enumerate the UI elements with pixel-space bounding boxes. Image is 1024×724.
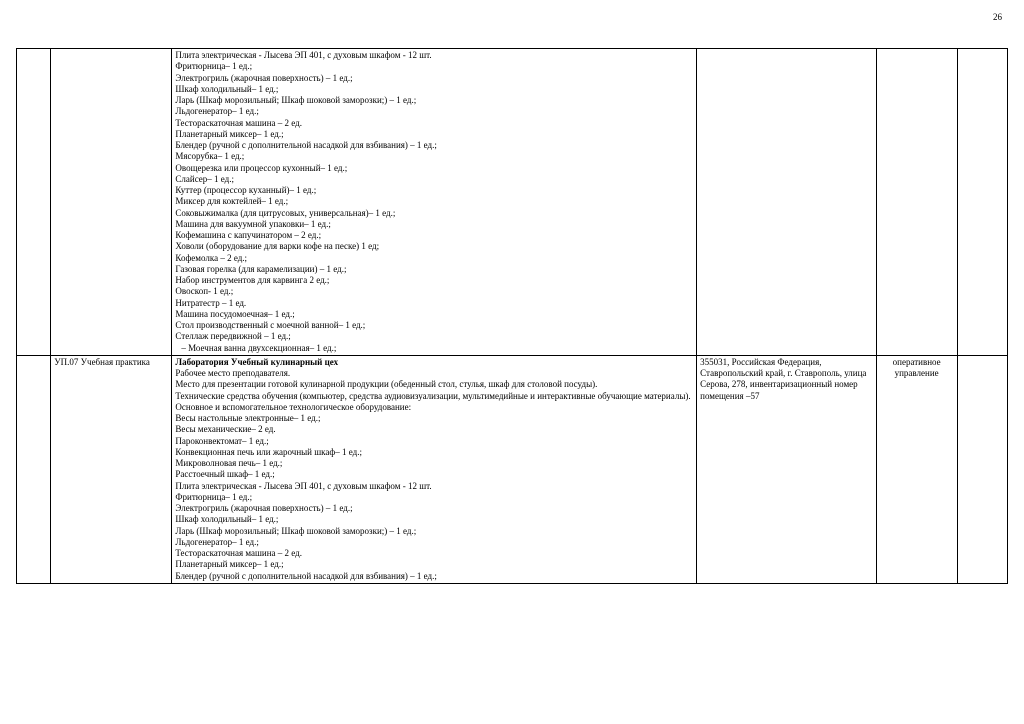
- equipment-line: Стеллаж передвижной – 1 ед.;: [175, 331, 693, 342]
- equipment-line: Слайсер– 1 ед.;: [175, 174, 693, 185]
- equipment-line: Плита электрическая - Лысева ЭП 401, с д…: [175, 50, 693, 61]
- cell-extra: [957, 49, 1008, 356]
- equipment-line: Технические средства обучения (компьютер…: [175, 391, 693, 402]
- equipment-line: Кофемолка – 2 ед.;: [175, 253, 693, 264]
- table-row: Плита электрическая - Лысева ЭП 401, с д…: [17, 49, 1008, 356]
- cell-discipline: УП.07 Учебная практика: [51, 355, 172, 583]
- equipment-line: Льдогенератор– 1 ед.;: [175, 537, 693, 548]
- equipment-line: Весы механические– 2 ед.: [175, 424, 693, 435]
- equipment-line: Рабочее место преподавателя.: [175, 368, 693, 379]
- equipment-line: Ларь (Шкаф морозильный; Шкаф шоковой зам…: [175, 95, 693, 106]
- equipment-line: Газовая горелка (для карамелизации) – 1 …: [175, 264, 693, 275]
- cell-address: [697, 49, 877, 356]
- equipment-line: Электрогриль (жарочная поверхность) – 1 …: [175, 503, 693, 514]
- equipment-line: Электрогриль (жарочная поверхность) – 1 …: [175, 73, 693, 84]
- equipment-line: Шкаф холодильный– 1 ед.;: [175, 514, 693, 525]
- equipment-table: Плита электрическая - Лысева ЭП 401, с д…: [16, 48, 1008, 584]
- page-number: 26: [993, 12, 1002, 23]
- equipment-line: Плита электрическая - Лысева ЭП 401, с д…: [175, 481, 693, 492]
- equipment-line: Конвекционная печь или жарочный шкаф– 1 …: [175, 447, 693, 458]
- equipment-line: Планетарный миксер– 1 ед.;: [175, 129, 693, 140]
- equipment-line: Стол производственный с моечной ванной– …: [175, 320, 693, 331]
- equipment-line: Расстоечный шкаф– 1 ед.;: [175, 469, 693, 480]
- document-page: 26 Плита электрическая - Лысева ЭП 401, …: [0, 0, 1024, 724]
- equipment-line: Кофемашина с капучинатором – 2 ед.;: [175, 230, 693, 241]
- cell-extra: [957, 355, 1008, 583]
- cell-index: [17, 49, 51, 356]
- cell-equipment: Плита электрическая - Лысева ЭП 401, с д…: [172, 49, 697, 356]
- equipment-line: Ларь (Шкаф морозильный; Шкаф шоковой зам…: [175, 526, 693, 537]
- equipment-line: Мясорубка– 1 ед.;: [175, 151, 693, 162]
- equipment-line: Льдогенератор– 1 ед.;: [175, 106, 693, 117]
- table-row: УП.07 Учебная практикаЛаборатория Учебны…: [17, 355, 1008, 583]
- equipment-line-dash: – Моечная ванна двухсекционная– 1 ед.;: [175, 343, 693, 354]
- equipment-line: Нитратестр – 1 ед.: [175, 298, 693, 309]
- equipment-line: Овощерезка или процессор кухонный– 1 ед.…: [175, 163, 693, 174]
- cell-equipment: Лаборатория Учебный кулинарный цехРабоче…: [172, 355, 697, 583]
- cell-management: [876, 49, 957, 356]
- cell-management: оперативное управление: [876, 355, 957, 583]
- equipment-line: Машина для вакуумной упаковки– 1 ед.;: [175, 219, 693, 230]
- equipment-line: Тестораскаточная машина – 2 ед.: [175, 118, 693, 129]
- equipment-line: Куттер (процессор куханный)– 1 ед.;: [175, 185, 693, 196]
- equipment-line: Шкаф холодильный– 1 ед.;: [175, 84, 693, 95]
- equipment-line: Весы настольные электронные– 1 ед.;: [175, 413, 693, 424]
- cell-address: 355031, Российская Федерация, Ставрополь…: [697, 355, 877, 583]
- lab-title: Лаборатория Учебный кулинарный цех: [175, 357, 693, 368]
- equipment-line: Планетарный миксер– 1 ед.;: [175, 559, 693, 570]
- equipment-line: Место для презентации готовой кулинарной…: [175, 379, 693, 390]
- cell-discipline: [51, 49, 172, 356]
- equipment-line: Фритюрница– 1 ед.;: [175, 61, 693, 72]
- equipment-line: Пароконвектомат– 1 ед.;: [175, 436, 693, 447]
- equipment-line: Фритюрница– 1 ед.;: [175, 492, 693, 503]
- equipment-line: Микроволновая печь– 1 ед.;: [175, 458, 693, 469]
- equipment-line: Блендер (ручной с дополнительной насадко…: [175, 140, 693, 151]
- equipment-line: Тестораскаточная машина – 2 ед.: [175, 548, 693, 559]
- equipment-line: Набор инструментов для карвинга 2 ед.;: [175, 275, 693, 286]
- cell-index: [17, 355, 51, 583]
- equipment-line: Основное и вспомогательное технологическ…: [175, 402, 693, 413]
- equipment-line: Ховоли (оборудование для варки кофе на п…: [175, 241, 693, 252]
- equipment-line: Машина посудомоечная– 1 ед.;: [175, 309, 693, 320]
- equipment-line: Блендер (ручной с дополнительной насадко…: [175, 571, 693, 582]
- equipment-line: Миксер для коктейлей– 1 ед.;: [175, 196, 693, 207]
- equipment-line: Соковыжималка (для цитрусовых, универсал…: [175, 208, 693, 219]
- equipment-line: Овоскоп- 1 ед.;: [175, 286, 693, 297]
